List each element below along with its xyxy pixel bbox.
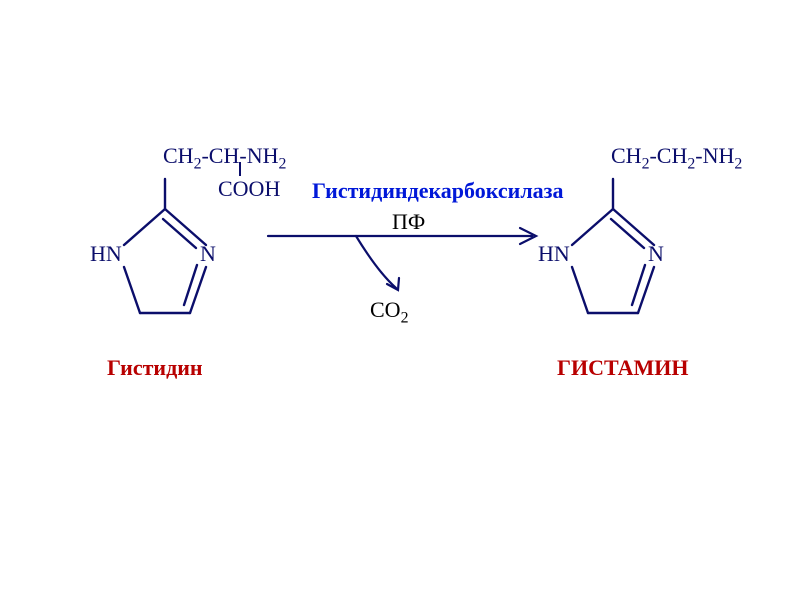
enzyme-label: Гистидиндекарбоксилаза <box>312 178 564 204</box>
reactant-n-label: N <box>200 241 216 267</box>
product-n-label: N <box>648 241 664 267</box>
reactant-ring <box>100 195 230 345</box>
product-side-chain: CH2-CH2-NH2 <box>611 143 742 169</box>
reactant-hn-label: HN <box>90 241 122 267</box>
reaction-diagram: { "canvas": { "width": 800, "height": 60… <box>0 0 800 600</box>
product-hn-label: HN <box>538 241 570 267</box>
reactant-cooh: COOH <box>218 176 280 202</box>
product-name: ГИСТАМИН <box>557 355 688 381</box>
byproduct-label: CO2 <box>370 297 408 323</box>
reactant-name: Гистидин <box>107 355 203 381</box>
product-ring <box>548 195 678 345</box>
reactant-side-chain: CH2-CH-NH2 <box>163 143 286 169</box>
